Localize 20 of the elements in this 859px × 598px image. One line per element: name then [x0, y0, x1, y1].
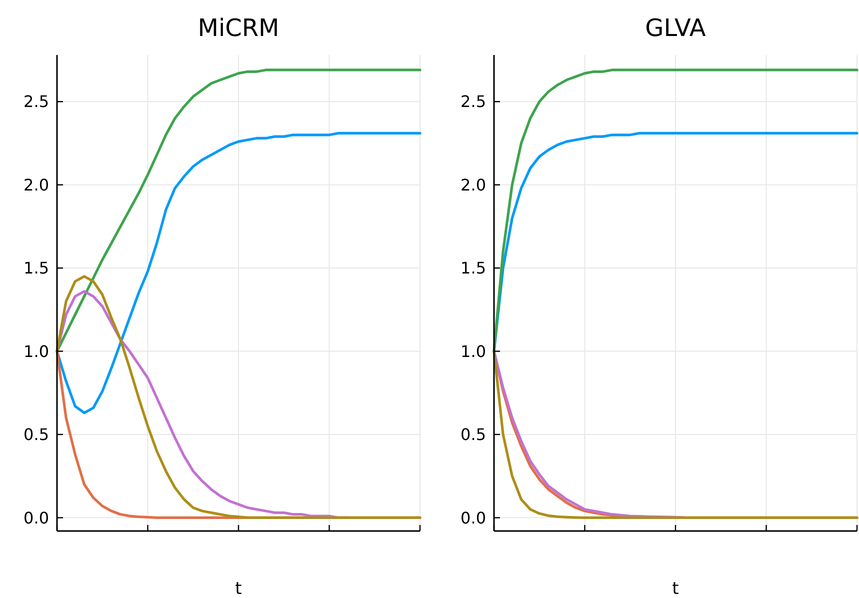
- y-tick-label: 1.5: [24, 258, 49, 278]
- line-series: [56, 132, 422, 414]
- line-series: [492, 68, 858, 353]
- line-series: [56, 275, 422, 519]
- y-tick-label: 1.5: [460, 258, 486, 278]
- line-series: [56, 68, 422, 353]
- y-tick-label: 2.5: [24, 92, 49, 112]
- y-tick-label: 2.0: [24, 175, 49, 194]
- y-tick-label: 0.0: [24, 508, 49, 528]
- y-tick-label: 0.5: [460, 425, 486, 444]
- y-tick-label: 2.5: [460, 92, 486, 112]
- chart-title: GLVA: [645, 14, 706, 42]
- x-axis-title: t: [672, 579, 680, 598]
- y-tick-label: 0.0: [460, 508, 486, 528]
- x-axis-title: t: [235, 579, 242, 598]
- y-tick-label: 1.0: [460, 342, 486, 361]
- chart-title: MiCRM: [198, 14, 280, 42]
- y-tick-label: 2.0: [460, 175, 486, 194]
- y-tick-label: 0.5: [24, 425, 49, 444]
- y-tick-label: 1.0: [24, 342, 49, 361]
